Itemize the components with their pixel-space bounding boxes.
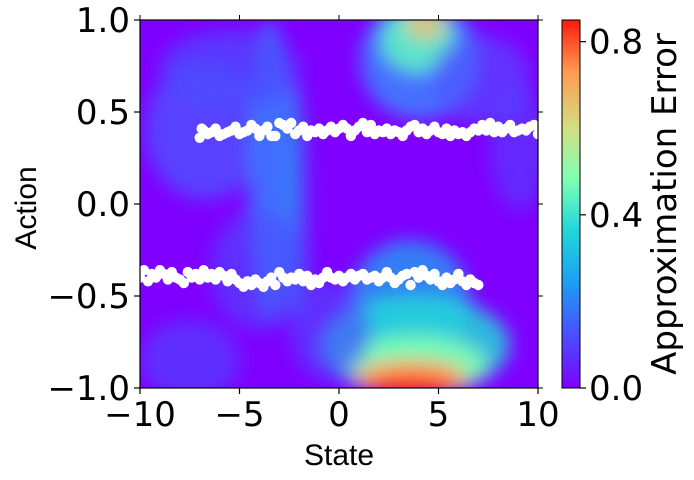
x-axis-label: State (304, 439, 374, 472)
scatter-point-s0-24 (286, 117, 297, 129)
y-axis: −1.0 −0.5 0.0 0.5 1.0 (47, 1, 543, 409)
colorbar-tick-label: 0.4 (589, 196, 643, 236)
x-tick-label: −5 (214, 395, 264, 435)
colorbar-tick-label: 0.8 (589, 23, 643, 63)
scatter-points (140, 117, 538, 292)
scatter-point-s1-15 (194, 274, 205, 285)
scatter-point-s1-68 (405, 279, 416, 291)
y-tick-label: 0.0 (76, 185, 130, 225)
y-tick-label: −1.0 (47, 369, 130, 409)
scatter-point-s0-86 (532, 128, 538, 140)
heatmap-field (140, 20, 538, 388)
y-axis-label: Action (10, 166, 43, 249)
y-tick-label: 1.0 (76, 1, 130, 41)
colorbar-ticks: 0.0 0.4 0.8 (580, 23, 643, 409)
scatter-point-s1-34 (270, 279, 281, 291)
colorbar-label: Approximation Error (645, 33, 685, 375)
x-tick-label: 5 (428, 395, 450, 435)
scatter-point-s0-27 (298, 121, 309, 132)
colorbar-gradient (561, 19, 581, 389)
scatter-point-s0-20 (270, 130, 281, 142)
plot-area (139, 19, 539, 389)
scatter-point-s0-74 (485, 117, 496, 129)
scatter-point-s1-85 (473, 279, 484, 291)
x-tick-label: −10 (104, 395, 176, 435)
colorbar-tick-label: 0.0 (589, 369, 643, 409)
x-tick-label: 0 (328, 395, 350, 435)
y-tick-label: −0.5 (47, 277, 130, 317)
scatter-point-s0-18 (262, 121, 273, 132)
scatter-point-s0-85 (528, 119, 538, 131)
x-axis: −10 −5 0 5 10 (104, 15, 560, 435)
scatter-point-s1-67 (401, 268, 412, 280)
scatter-point-s0-42 (357, 117, 369, 129)
scatter-point-s0-44 (365, 119, 376, 131)
colorbar: 0.0 0.4 0.8 Approximation Error (561, 19, 685, 409)
scatter-point-s1-11 (178, 277, 189, 289)
scatter-point-s1-42 (302, 270, 313, 281)
y-tick-label: 0.5 (76, 93, 130, 133)
x-tick-label: 10 (516, 395, 559, 435)
